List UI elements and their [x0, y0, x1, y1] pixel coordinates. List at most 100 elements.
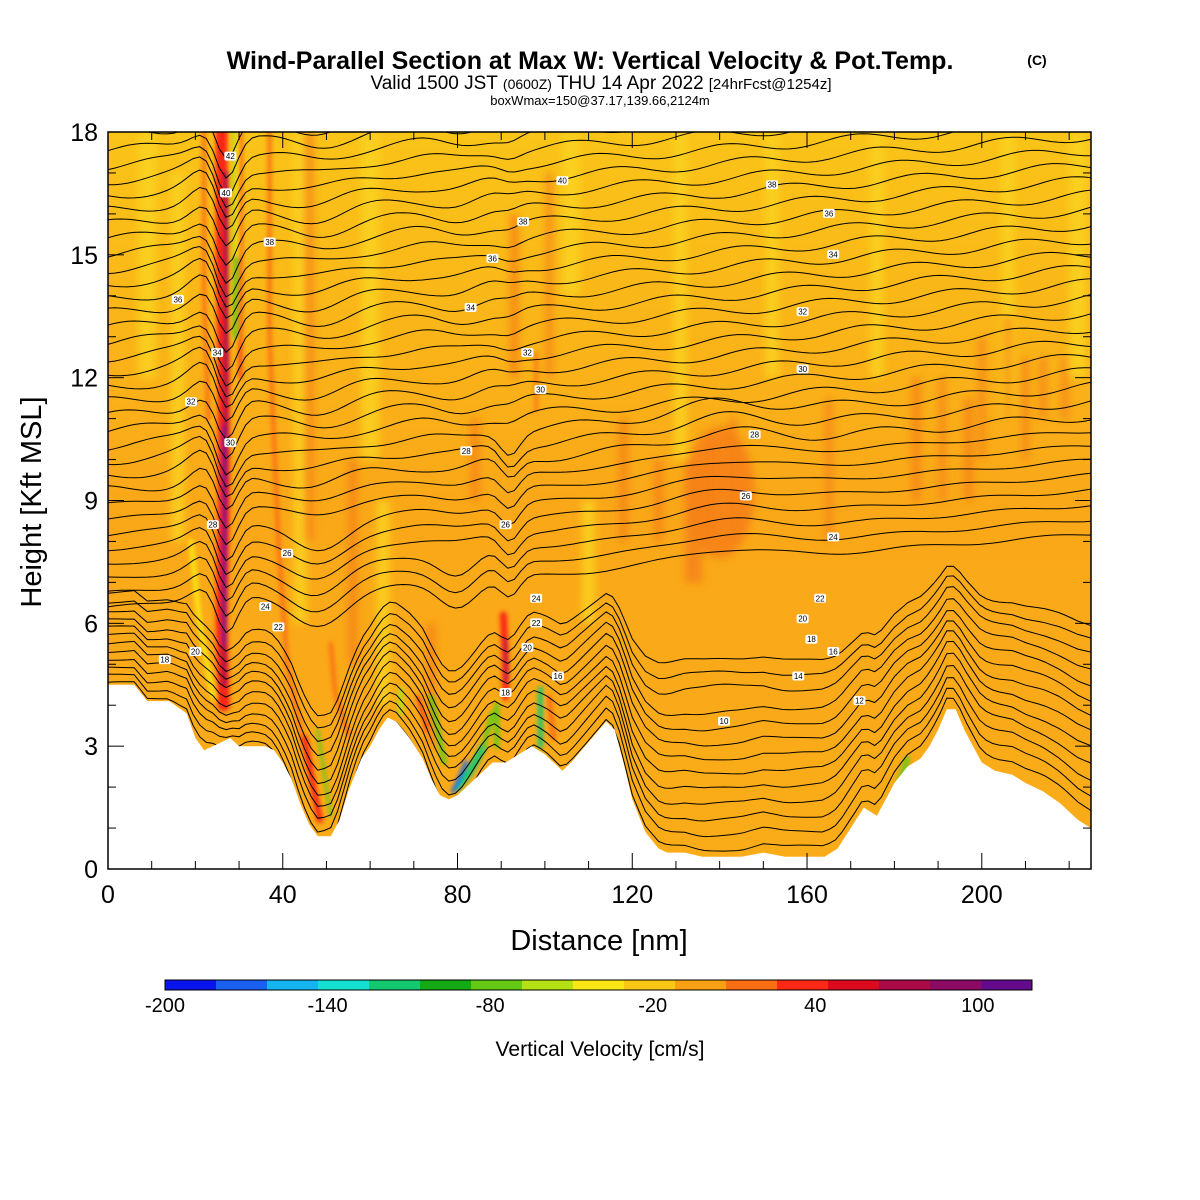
theta-contour: [108, 445, 1091, 546]
colorbar-swatch: [828, 980, 880, 990]
theta-contour: [108, 163, 1091, 266]
colorbar-swatch: [471, 980, 523, 990]
theta-label: 28: [206, 520, 219, 530]
updraft-core: [546, 694, 557, 741]
theta-label-bg: [499, 687, 512, 697]
theta-label: 42: [224, 151, 237, 161]
theta-label: 22: [530, 618, 543, 628]
theta-label-text: 40: [558, 177, 567, 186]
theta-contour: [108, 681, 1091, 861]
velocity-streak: [673, 132, 687, 460]
theta-label-text: 30: [226, 439, 235, 448]
velocity-streak: [1022, 357, 1029, 460]
theta-label: 24: [530, 593, 543, 603]
theta-label-text: 34: [829, 250, 838, 259]
plot-area: 4240383634323028262422201840383634323028…: [16, 119, 1092, 957]
theta-label-bg: [486, 253, 499, 263]
theta-contour: [108, 149, 1091, 247]
theta-label-bg: [748, 429, 761, 439]
theta-label-bg: [521, 348, 534, 358]
colorbar-swatch: [726, 980, 778, 990]
colorbar-swatch: [879, 980, 931, 990]
theta-label: 18: [158, 655, 171, 665]
velocity-streak: [1039, 357, 1047, 419]
theta-label-text: 34: [213, 349, 222, 358]
theta-contours: [108, 132, 1091, 869]
theta-contour: [108, 132, 955, 218]
velocity-streak: [978, 336, 986, 460]
theta-label: 18: [499, 687, 512, 697]
velocity-streak: [426, 623, 436, 747]
theta-label-bg: [805, 634, 818, 644]
theta-label: 16: [551, 671, 564, 681]
y-tick-label: 6: [84, 610, 98, 638]
theta-contour: [108, 640, 1091, 807]
theta-label: 34: [211, 348, 224, 358]
theta-label-bg: [185, 397, 198, 407]
theta-label: 20: [189, 646, 202, 656]
theta-contour: [108, 251, 1091, 353]
theta-label-text: 20: [523, 643, 532, 652]
theta-label-text: 26: [283, 549, 292, 558]
theta-label-bg: [224, 438, 237, 448]
velocity-patch: [684, 426, 755, 558]
theta-contour: [108, 416, 1091, 510]
theta-label-bg: [189, 646, 202, 656]
theta-labels: 42 40 38 36 34 32 30 28 26 24 22 20 18 40 38 36 34 32 30 28…: [158, 151, 866, 726]
theta-label-text: 36: [824, 209, 833, 218]
theta-label: 26: [281, 548, 294, 558]
downdraft-core: [454, 742, 488, 791]
theta-label: 28: [748, 429, 761, 439]
theta-label-bg: [792, 671, 805, 681]
colorbar-swatch: [522, 980, 574, 990]
theta-contour: [108, 340, 1091, 441]
theta-label-bg: [460, 446, 473, 456]
theta-contour: [108, 575, 1091, 729]
theta-label-bg: [219, 188, 232, 198]
theta-label: 22: [814, 593, 827, 603]
colorbar-label: Vertical Velocity [cm/s]: [496, 1038, 705, 1061]
theta-label-text: 30: [536, 385, 545, 394]
velocity-streak: [825, 398, 833, 542]
theta-label-bg: [206, 520, 219, 530]
theta-label-text: 28: [462, 447, 471, 456]
theta-label-bg: [718, 716, 731, 726]
theta-contour: [108, 458, 1091, 562]
subtitle-date: THU 14 Apr 2022: [557, 73, 704, 94]
theta-contour: [108, 265, 1091, 372]
theta-contour: [108, 189, 1091, 298]
theta-contour: [108, 664, 1091, 833]
colorbar-swatch: [981, 980, 1033, 990]
x-tick-label: 200: [961, 881, 1003, 909]
x-tick-label: 120: [611, 881, 653, 909]
theta-label-text: 26: [501, 521, 510, 530]
theta-contour: [108, 505, 1091, 602]
theta-label: 10: [718, 716, 731, 726]
theta-label: 20: [796, 614, 809, 624]
field-layer: 42 40 38 36 34 32 30 28 26 24 22 20 18 40 38 36 34 32 30 28…: [108, 132, 1091, 869]
theta-label-bg: [796, 307, 809, 317]
theta-label: 36: [171, 294, 184, 304]
theta-label-text: 16: [554, 672, 563, 681]
theta-label-text: 38: [768, 181, 777, 190]
theta-label-text: 20: [191, 647, 200, 656]
theta-contour: [108, 132, 474, 179]
theta-label-text: 18: [501, 688, 510, 697]
theta-label-text: 24: [261, 602, 270, 611]
theta-label-text: 28: [750, 430, 759, 439]
theta-label: 18: [805, 634, 818, 644]
theta-label: 38: [766, 180, 779, 190]
colorbar-swatch: [420, 980, 472, 990]
theta-contour: [108, 652, 1091, 819]
theta-label-bg: [827, 646, 840, 656]
theta-label-text: 32: [798, 308, 807, 317]
theta-label: 24: [259, 601, 272, 611]
theta-label-bg: [530, 593, 543, 603]
downdraft-core: [316, 728, 333, 818]
theta-label-text: 28: [208, 521, 217, 530]
theta-label: 34: [464, 303, 477, 313]
theta-label-text: 14: [794, 672, 803, 681]
theta-label-text: 38: [519, 218, 528, 227]
colorbar-swatch: [318, 980, 370, 990]
colorbar-swatch: [267, 980, 319, 990]
